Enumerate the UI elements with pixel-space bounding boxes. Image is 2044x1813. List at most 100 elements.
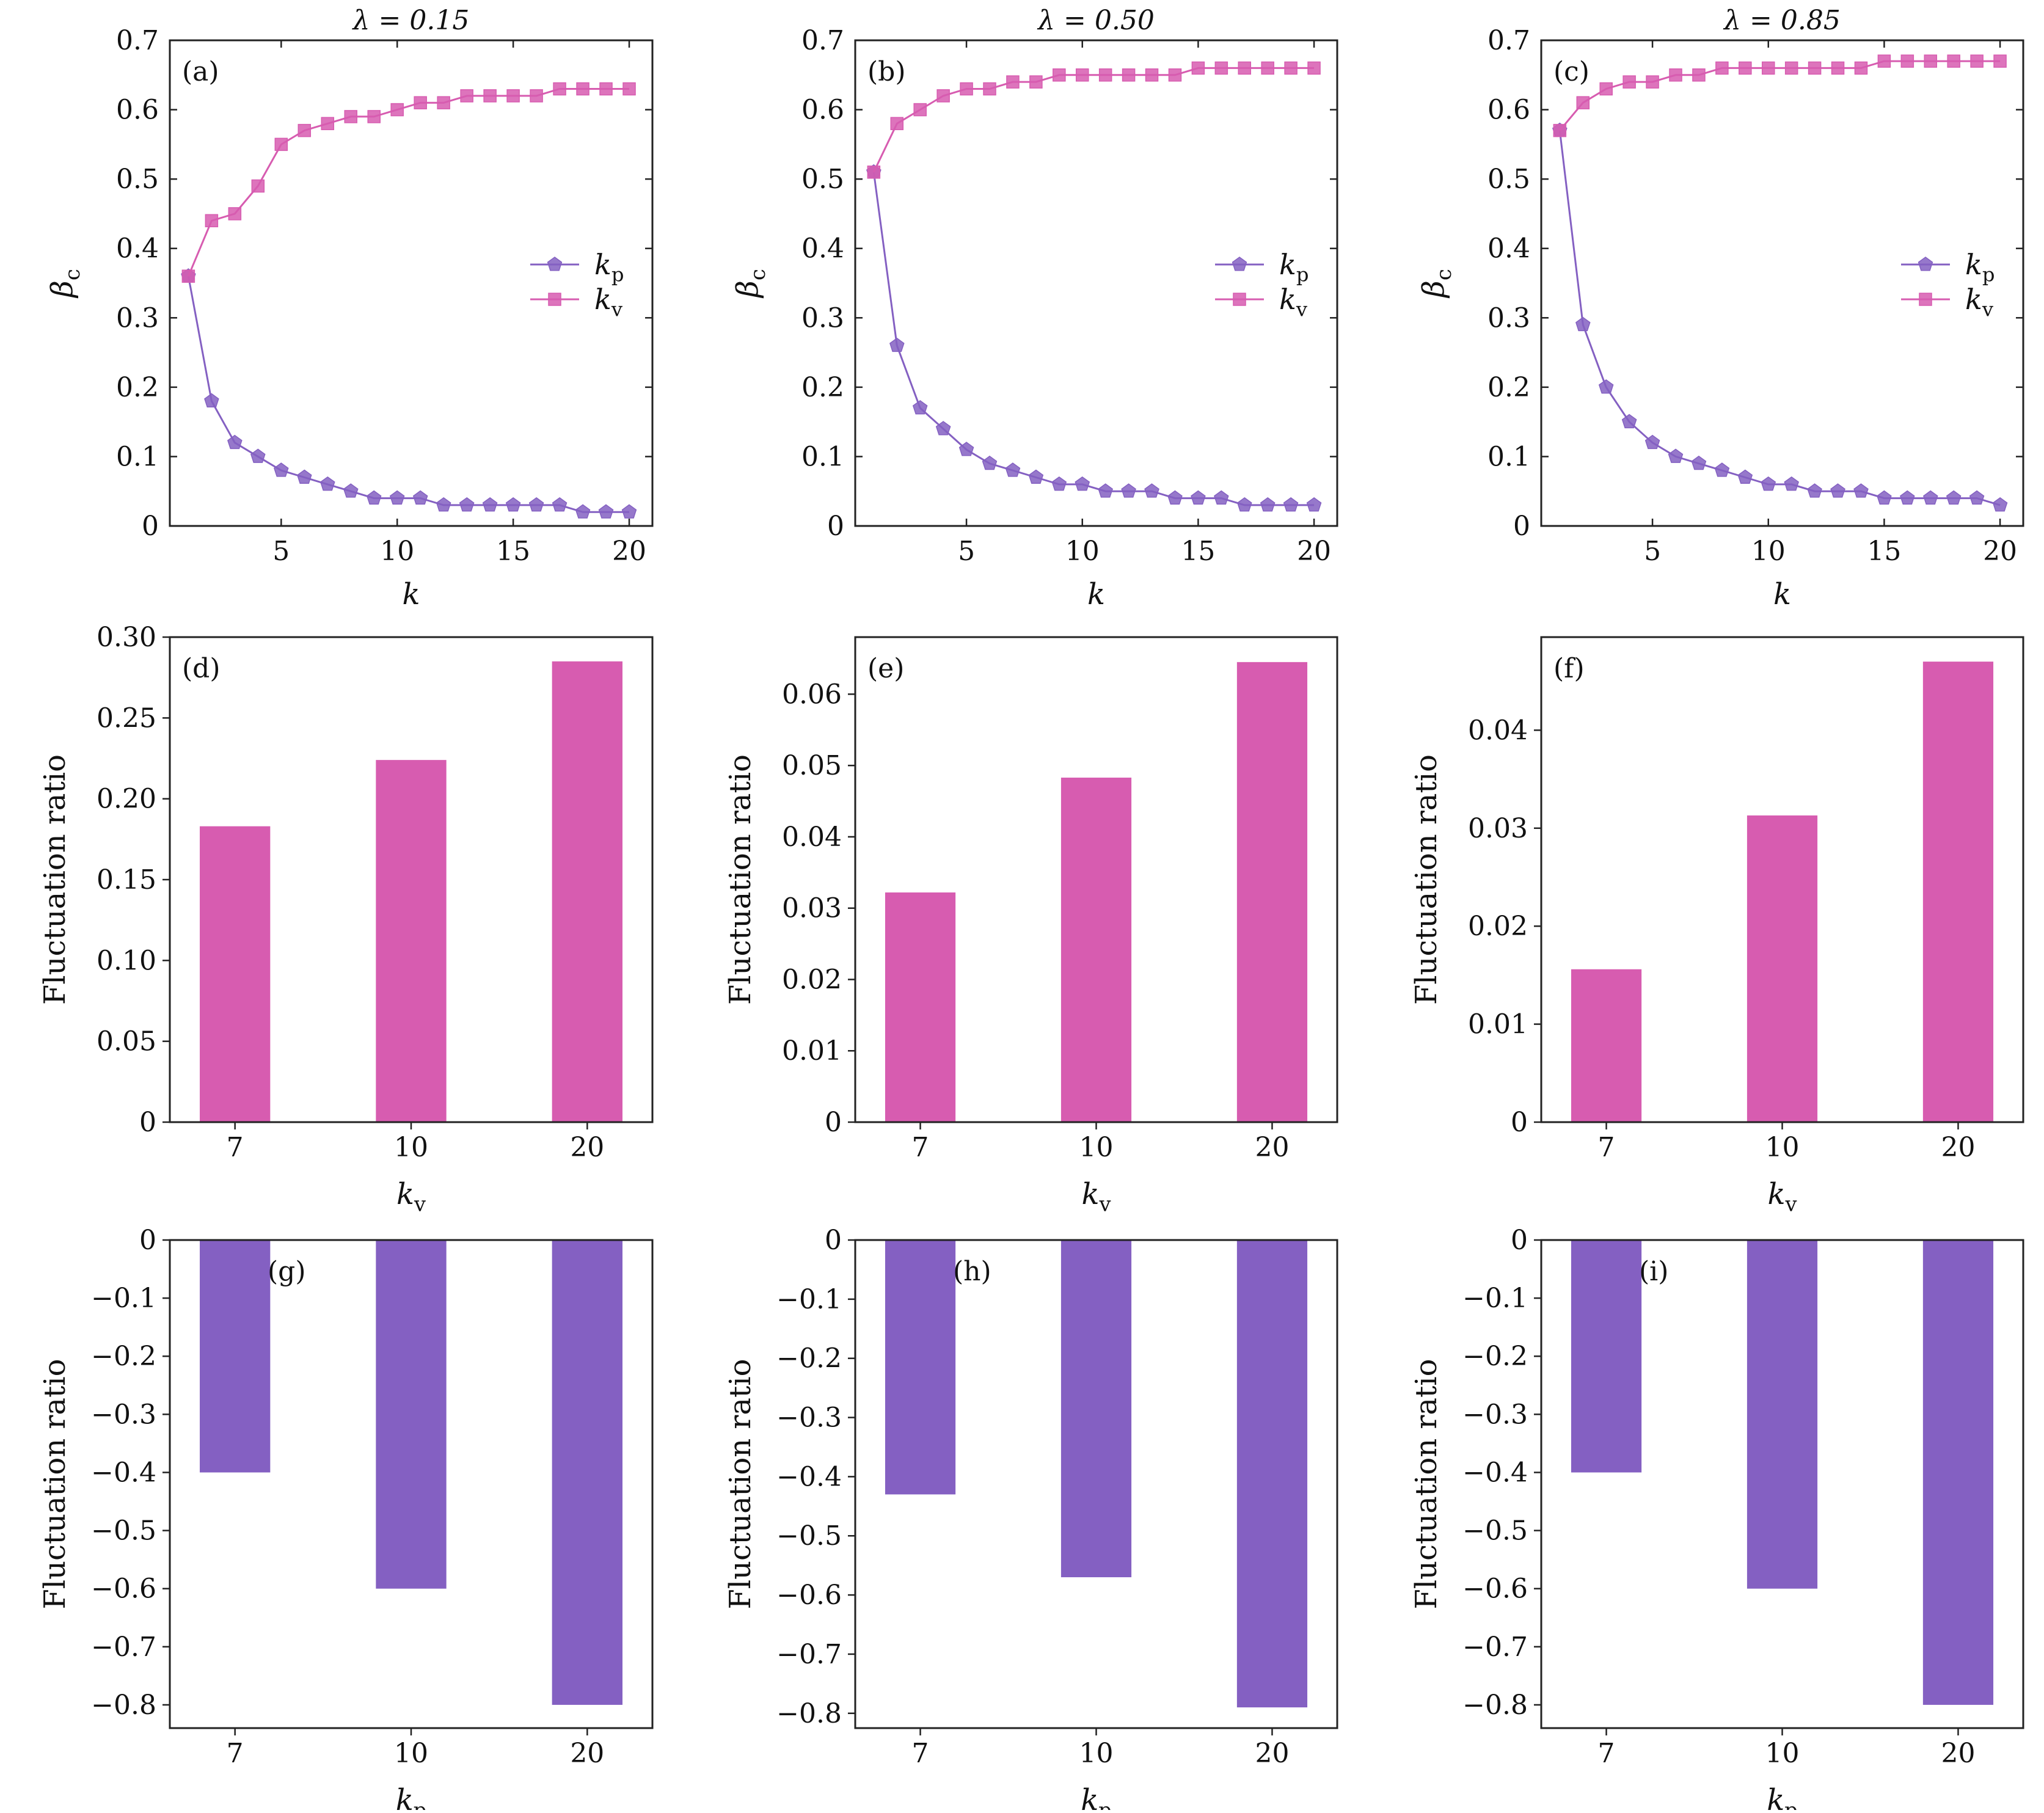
data-point-kp <box>598 504 614 519</box>
data-point-kp <box>1668 448 1684 463</box>
panel-a: λ = 0.155 10 15 2000.10.20.30.40.50.60.7kpk… <box>45 5 654 611</box>
data-point-kv <box>181 269 195 283</box>
x-tick-label: 20 <box>1255 1132 1289 1163</box>
y-axis-label: Fluctuation ratio <box>38 1359 72 1609</box>
y-tick-label: 0.1 <box>1487 441 1530 472</box>
y-tick-label: 0 <box>1513 511 1530 542</box>
x-axis-label: kp <box>1767 1783 1798 1810</box>
data-point-kp <box>1237 497 1252 512</box>
x-axis-label: k <box>1087 577 1105 611</box>
y-tick-label: −0.2 <box>91 1341 156 1372</box>
y-tick-label: 0.4 <box>801 233 844 264</box>
data-point-kp <box>320 476 335 491</box>
data-point-kv <box>1284 61 1298 75</box>
y-axis-label: βc <box>1417 269 1456 299</box>
data-point-kp <box>412 490 428 505</box>
data-point-kv <box>1168 68 1182 82</box>
y-tick-label: −0.1 <box>91 1283 156 1314</box>
data-point-kp <box>552 497 568 512</box>
y-tick-label: 0.4 <box>116 233 159 264</box>
data-point-kv <box>983 82 996 96</box>
chart-title: λ = 0.85 <box>1723 5 1841 36</box>
data-point-kv <box>599 82 613 96</box>
data-point-kp <box>1644 434 1660 450</box>
plot-frame <box>854 1239 1338 1729</box>
panel-tag: (b) <box>867 56 906 87</box>
data-point-kv <box>1576 96 1590 109</box>
data-point-kp <box>366 490 382 505</box>
data-point-kv <box>890 117 904 131</box>
chart-title: λ = 0.15 <box>352 5 470 36</box>
data-point-kv <box>1900 54 1914 68</box>
data-point-kv <box>1307 61 1321 75</box>
data-point-kp <box>227 434 243 450</box>
data-point-kp <box>1214 490 1229 505</box>
bar-10 <box>1060 1240 1132 1578</box>
y-tick-label: 0.7 <box>116 25 159 56</box>
x-tick-label: 15 <box>1867 536 1901 567</box>
x-tick-label: 7 <box>1598 1738 1615 1769</box>
x-tick-label: 10 <box>1751 536 1786 567</box>
y-tick-label: −0.2 <box>1462 1341 1528 1372</box>
data-point-kp <box>1598 379 1614 394</box>
data-point-kp <box>436 497 451 512</box>
x-tick-label: 10 <box>1765 1738 1800 1769</box>
data-point-kv <box>1924 54 1938 68</box>
panel-tag: (i) <box>1639 1256 1668 1287</box>
data-point-kv <box>437 96 450 109</box>
bar-7 <box>885 1240 956 1495</box>
x-tick-label: 10 <box>1079 1132 1114 1163</box>
panel-g: 7 10 20 0 −0.1 −0.2 −0.3 −0.4 −0.5 −0.6 −0.7 −0.8 kp… <box>38 1225 654 1813</box>
data-point-kv <box>1622 75 1636 89</box>
x-tick-label: 10 <box>1765 1132 1800 1163</box>
y-tick-label: −0.3 <box>776 1403 842 1434</box>
data-point-kv <box>1122 68 1136 82</box>
data-point-kp <box>1098 483 1113 498</box>
plot-frame <box>169 636 654 1123</box>
y-tick-label: 0.01 <box>1468 1009 1528 1040</box>
data-point-kp <box>1946 490 1962 505</box>
data-point-kp <box>343 483 359 498</box>
data-point-kv <box>321 117 335 131</box>
data-point-kv <box>1784 61 1798 75</box>
data-point-kv <box>553 82 566 96</box>
x-tick-label: 15 <box>496 536 530 567</box>
bar-7 <box>1571 969 1642 1122</box>
x-tick-label: 20 <box>1297 536 1331 567</box>
data-point-kp <box>1283 497 1299 512</box>
series-line-kp <box>872 172 1315 506</box>
x-tick-label: 10 <box>394 1738 428 1769</box>
y-axis-label: Fluctuation ratio <box>1409 1359 1444 1609</box>
panel-b: λ = 0.505 10 15 2000.10.20.30.40.50.60.7kpk… <box>731 5 1338 611</box>
data-point-kp <box>1191 490 1206 505</box>
x-axis-label: kp <box>1081 1783 1112 1810</box>
data-point-kv <box>1599 82 1613 96</box>
data-point-kv <box>274 137 288 151</box>
bar-10 <box>1747 815 1818 1122</box>
data-point-kv <box>1854 61 1868 75</box>
data-point-kv <box>1877 54 1891 68</box>
legend-label-kv: kv <box>1965 283 1994 321</box>
y-tick-label: −0.7 <box>776 1639 842 1670</box>
data-point-kv <box>506 89 520 103</box>
y-tick-label: 0.04 <box>782 822 842 853</box>
y-tick-label: −0.3 <box>1462 1399 1528 1430</box>
bar-7 <box>200 1240 271 1473</box>
data-point-kv <box>205 214 219 228</box>
data-point-kv <box>960 82 973 96</box>
y-tick-label: −0.8 <box>776 1698 842 1729</box>
data-point-kv <box>390 103 404 117</box>
x-tick-label: 20 <box>1941 1738 1975 1769</box>
y-tick-label: 0.2 <box>801 372 844 403</box>
x-tick-label: 20 <box>1983 536 2017 567</box>
data-point-kv <box>1646 75 1659 89</box>
bar-20 <box>1922 662 1994 1122</box>
data-point-kp <box>621 504 637 519</box>
data-point-kp <box>982 455 998 470</box>
y-axis-label: βc <box>731 269 770 299</box>
legend-label-kv: kv <box>1279 283 1308 321</box>
y-tick-label: 0.04 <box>1468 715 1528 746</box>
data-point-kv <box>1238 61 1252 75</box>
data-point-kv <box>1006 75 1020 89</box>
bar-10 <box>376 1240 447 1589</box>
